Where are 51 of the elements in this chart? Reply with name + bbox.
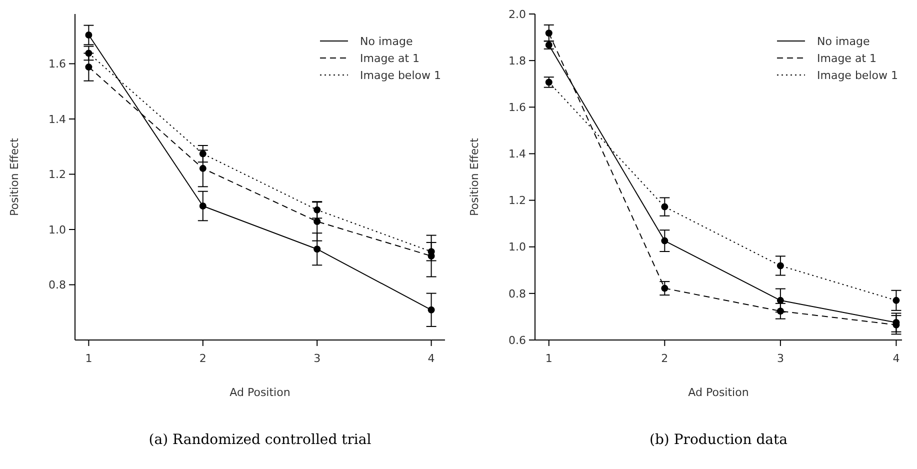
x-tick-label: 3 xyxy=(314,352,321,365)
x-tick-label: 4 xyxy=(428,352,435,365)
point xyxy=(85,31,92,38)
x-tick-label: 4 xyxy=(892,352,900,365)
y-tick-label: 1.0 xyxy=(48,223,66,236)
x-tick-label: 1 xyxy=(545,352,552,365)
text: (a) Randomized controlled trial xyxy=(148,432,372,448)
point xyxy=(85,64,92,71)
point xyxy=(661,203,668,210)
y-axis-title: Position Effect xyxy=(468,137,481,216)
point xyxy=(776,262,784,270)
point xyxy=(776,296,784,304)
x-axis-title: Ad Position xyxy=(230,386,290,399)
y-tick-label: 1.2 xyxy=(48,168,66,182)
y-tick-label: 1.8 xyxy=(508,54,526,68)
legend-label: Image at 1 xyxy=(817,52,876,65)
point xyxy=(545,30,552,37)
point xyxy=(199,150,206,158)
point xyxy=(314,218,321,225)
x-axis-title: Ad Position xyxy=(688,386,749,399)
legend-label: No image xyxy=(817,34,870,48)
point xyxy=(661,284,668,292)
y-tick-label: 0.6 xyxy=(508,334,526,347)
point xyxy=(199,164,206,172)
point xyxy=(892,296,900,304)
y-tick-label: 1.4 xyxy=(508,148,526,161)
x-tick-label: 2 xyxy=(199,352,206,365)
point xyxy=(661,237,668,244)
y-axis-title: Position Effect xyxy=(8,137,21,216)
y-tick-label: 2.0 xyxy=(508,8,526,21)
point xyxy=(314,206,321,214)
point xyxy=(199,202,206,210)
legend-label: Image below 1 xyxy=(817,68,898,82)
point xyxy=(428,306,435,314)
legend-label: Image below 1 xyxy=(360,68,441,82)
point xyxy=(314,246,321,253)
text: (b) Production data xyxy=(650,432,788,448)
point xyxy=(776,308,784,315)
legend-label: No image xyxy=(360,34,413,48)
x-tick-label: 1 xyxy=(85,352,92,365)
legend-label: Image at 1 xyxy=(360,52,420,65)
y-tick-label: 1.6 xyxy=(48,58,66,71)
x-tick-label: 2 xyxy=(661,352,668,365)
y-tick-label: 1.0 xyxy=(508,240,526,254)
point xyxy=(85,50,92,57)
x-tick-label: 3 xyxy=(776,352,784,365)
y-tick-label: 0.8 xyxy=(508,287,526,300)
y-tick-label: 0.8 xyxy=(48,278,66,292)
y-tick-label: 1.4 xyxy=(48,112,66,126)
y-tick-label: 1.2 xyxy=(508,194,526,208)
y-tick-label: 1.6 xyxy=(508,100,526,114)
